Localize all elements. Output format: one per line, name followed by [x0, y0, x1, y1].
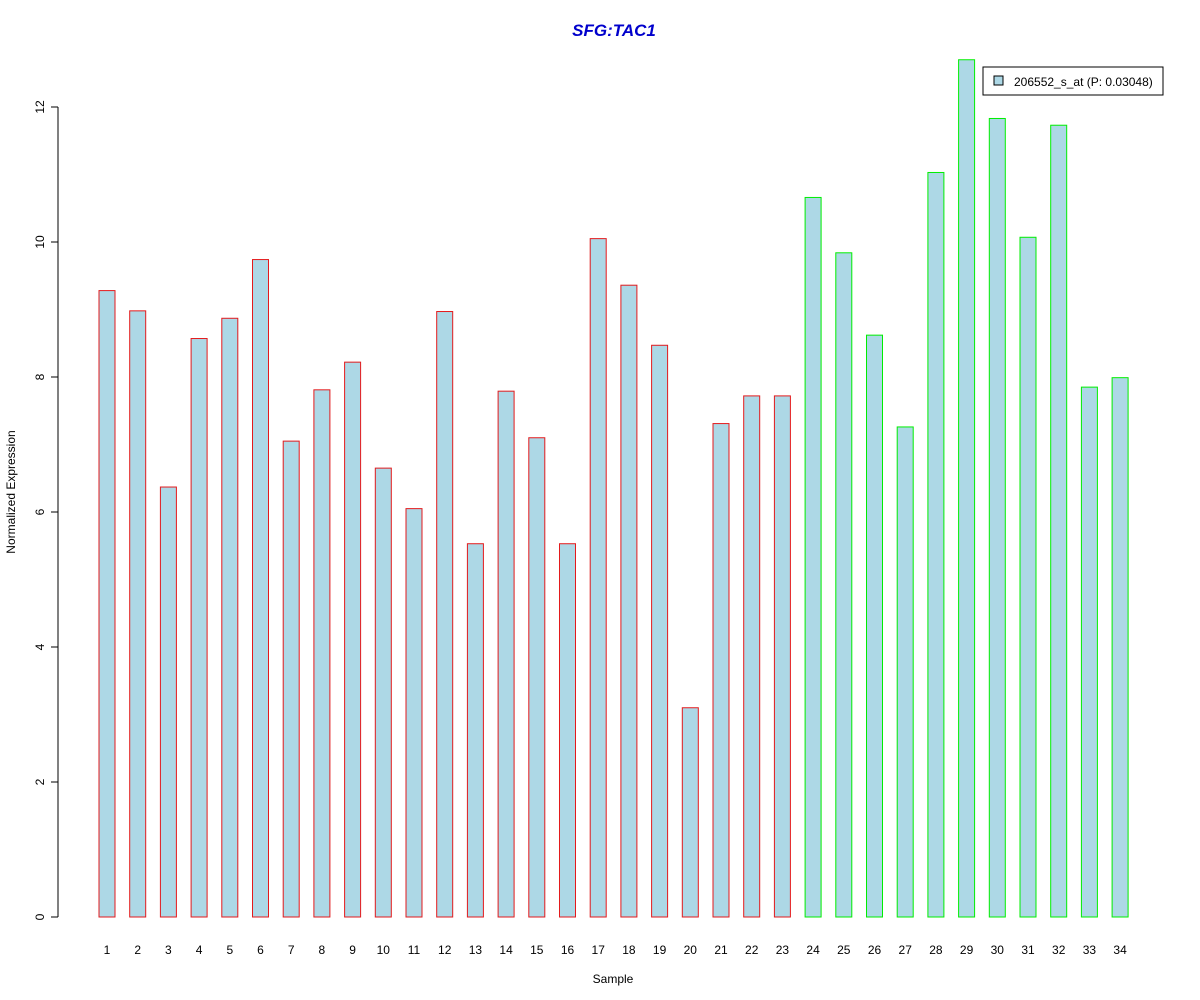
bar-sample-3 — [159, 486, 177, 918]
x-tick-label: 29 — [960, 943, 974, 957]
legend-box — [982, 66, 1164, 96]
legend: 206552_s_at (P: 0.03048) — [982, 66, 1164, 96]
y-tick-label: 0 — [33, 913, 47, 920]
x-tick-label: 12 — [438, 943, 452, 957]
bar-sample-15 — [528, 437, 546, 918]
legend-label: 206552_s_at (P: 0.03048) — [1014, 75, 1153, 89]
x-tick-label: 1 — [104, 943, 111, 957]
x-tick-label: 20 — [684, 943, 698, 957]
y-axis-title: Normalized Expression — [4, 430, 18, 553]
y-tick-label: 4 — [33, 643, 47, 650]
x-tick-label: 26 — [868, 943, 882, 957]
bar-sample-27 — [896, 426, 914, 918]
chart-title: SFG:TAC1 — [572, 21, 656, 40]
x-tick-label: 18 — [622, 943, 636, 957]
y-tick-label: 12 — [33, 100, 47, 114]
x-tick-label: 22 — [745, 943, 759, 957]
y-tick-label: 6 — [33, 508, 47, 515]
bar-sample-6 — [252, 259, 269, 918]
bar-sample-33 — [1080, 386, 1098, 918]
x-axis-title: Sample — [593, 972, 634, 986]
bar-sample-30 — [988, 117, 1006, 918]
x-tick-label: 11 — [408, 943, 421, 957]
bar-sample-4 — [190, 338, 208, 918]
bar-sample-25 — [835, 252, 853, 918]
x-axis-labels: 1 2 3 4 5 6 7 8 9 10 11 12 13 14 15 16 17 18 19 20 21 22 23 24 2… — [104, 943, 1127, 957]
bar-sample-18 — [620, 284, 638, 918]
bar-sample-5 — [221, 317, 239, 918]
bar-sample-21 — [712, 423, 730, 918]
x-tick-label: 28 — [929, 943, 943, 957]
x-tick-label: 6 — [257, 943, 264, 957]
x-tick-label: 21 — [714, 943, 728, 957]
bar-sample-2 — [129, 310, 147, 918]
x-tick-label: 9 — [349, 943, 356, 957]
bar-sample-10 — [374, 467, 392, 918]
bar-sample-14 — [497, 390, 515, 918]
bar-sample-31 — [1019, 236, 1037, 918]
y-tick-label: 8 — [33, 373, 47, 380]
x-tick-label: 8 — [319, 943, 326, 957]
x-tick-label: 17 — [592, 943, 606, 957]
bar-sample-26 — [866, 334, 883, 918]
bar-sample-24 — [804, 196, 822, 918]
x-tick-label: 13 — [469, 943, 483, 957]
x-tick-label: 5 — [226, 943, 233, 957]
y-axis: 0 2 4 6 8 10 12 — [33, 100, 59, 920]
x-tick-label: 31 — [1021, 943, 1035, 957]
bar-sample-19 — [651, 344, 669, 918]
x-tick-label: 23 — [776, 943, 790, 957]
bar-sample-1 — [98, 290, 116, 918]
bar-sample-17 — [589, 238, 607, 918]
x-tick-label: 32 — [1052, 943, 1066, 957]
x-tick-label: 7 — [288, 943, 295, 957]
bar-sample-28 — [927, 171, 945, 918]
x-tick-label: 14 — [499, 943, 513, 957]
bar-sample-7 — [282, 440, 300, 918]
x-tick-label: 24 — [806, 943, 820, 957]
x-tick-label: 16 — [561, 943, 575, 957]
x-tick-label: 4 — [196, 943, 203, 957]
bars — [98, 59, 1129, 918]
bar-sample-22 — [743, 395, 761, 918]
x-tick-label: 2 — [134, 943, 141, 957]
bar-sample-16 — [559, 543, 576, 918]
x-tick-label: 15 — [530, 943, 544, 957]
bar-sample-20 — [681, 707, 699, 918]
x-tick-label: 25 — [837, 943, 851, 957]
x-tick-label: 34 — [1113, 943, 1127, 957]
bar-sample-23 — [773, 395, 791, 918]
bar-sample-11 — [405, 508, 423, 918]
x-tick-label: 19 — [653, 943, 667, 957]
bar-sample-13 — [466, 543, 484, 918]
bar-sample-29 — [958, 59, 976, 918]
bar-sample-9 — [344, 361, 362, 918]
bar-sample-8 — [313, 389, 331, 918]
x-tick-label: 10 — [377, 943, 391, 957]
bar-sample-12 — [436, 311, 454, 918]
bar-sample-34 — [1111, 377, 1129, 918]
y-tick-label: 10 — [33, 235, 47, 249]
legend-swatch — [993, 75, 1004, 86]
y-tick-label: 2 — [33, 778, 47, 785]
x-tick-label: 3 — [165, 943, 172, 957]
x-tick-label: 33 — [1083, 943, 1097, 957]
bar-sample-32 — [1050, 124, 1068, 918]
x-tick-label: 30 — [991, 943, 1005, 957]
x-tick-label: 27 — [899, 943, 913, 957]
